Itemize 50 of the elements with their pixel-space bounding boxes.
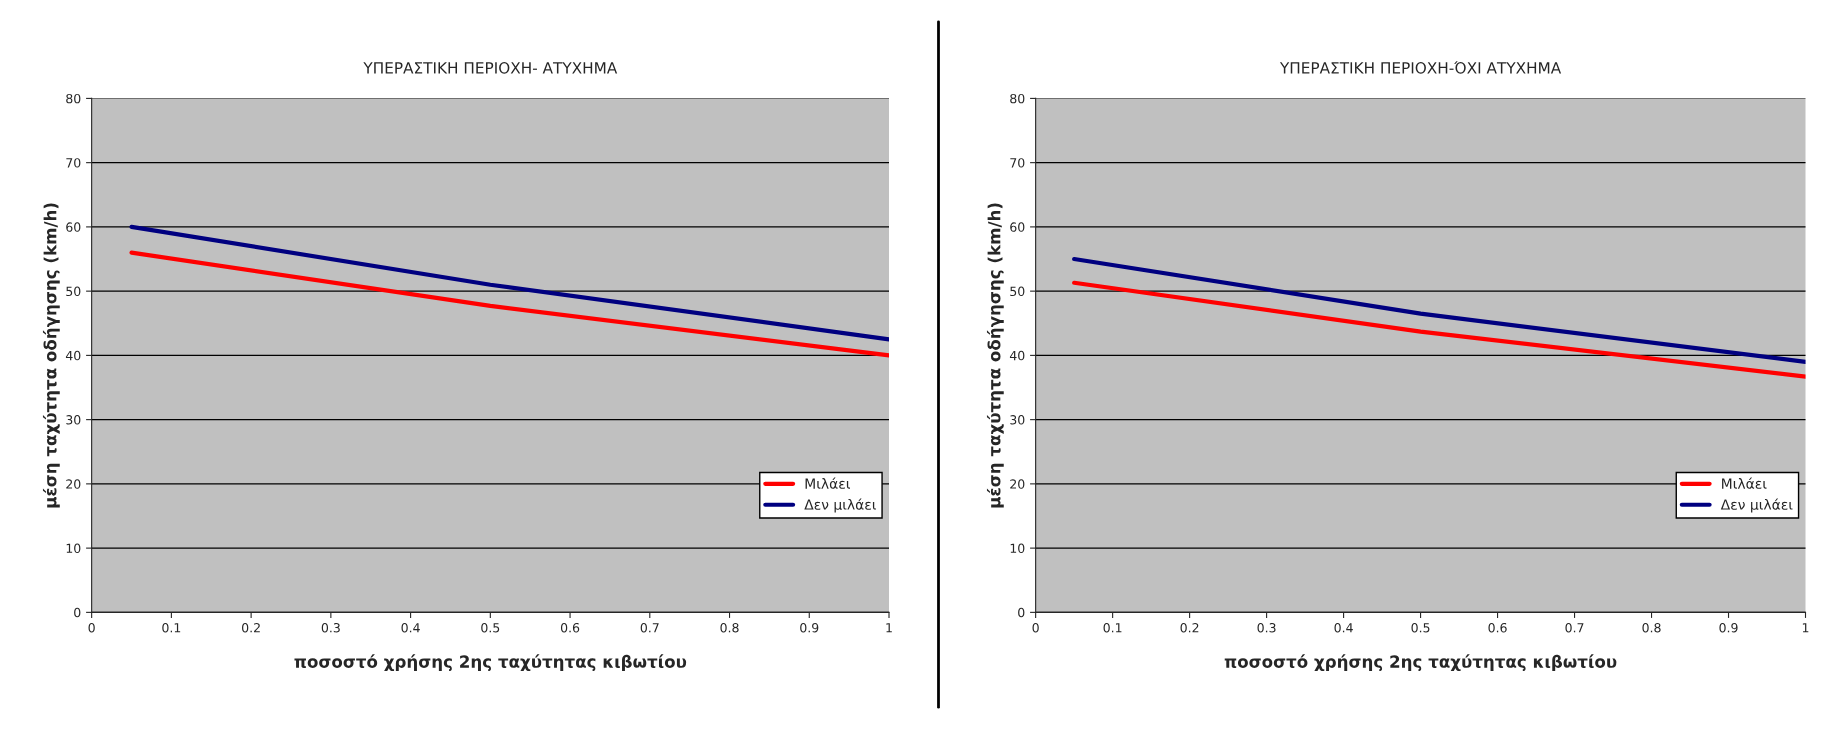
y-tick-label: 40 — [65, 350, 81, 361]
y-tick-label: 10 — [1010, 543, 1025, 554]
x-tick-label: 0.5 — [481, 623, 500, 633]
y-tick-label: 30 — [1010, 415, 1025, 425]
x-tick-label: 0.9 — [1719, 623, 1738, 633]
y-tick-label: 20 — [66, 479, 81, 489]
x-tick-label: 0.1 — [162, 623, 181, 633]
y-tick-label: 20 — [1010, 479, 1025, 489]
y-tick-label: 0 — [74, 607, 81, 618]
y-tick-label: 60 — [1010, 222, 1025, 232]
y-tick-label: 80 — [66, 93, 81, 104]
x-tick-label: 1 — [1802, 623, 1809, 633]
y-tick-label: 40 — [1009, 350, 1025, 361]
y-tick-label: 30 — [66, 415, 81, 425]
legend-label: Δεν μιλάει — [804, 498, 877, 513]
x-tick-label: 0.5 — [1411, 623, 1430, 633]
legend-label: Μιλάει — [805, 477, 850, 489]
x-axis-title: ποσοστό χρήσης 2ης ταχύτητας κιβωτίου — [1224, 654, 1617, 672]
x-axis-title: ποσοστό χρήσης 2ης ταχύτητας κιβωτίου — [294, 654, 687, 672]
y-tick-label: 50 — [1010, 286, 1025, 297]
y-axis-title: μέση ταχύτητα οδήγησης (km/h) — [42, 203, 60, 508]
y-tick-label: 80 — [1010, 93, 1025, 104]
y-tick-label: 60 — [66, 222, 81, 232]
x-tick-label: 0.7 — [640, 623, 659, 633]
x-tick-label: 0.2 — [242, 623, 260, 633]
legend-label: Δεν μιλάει — [1720, 498, 1793, 513]
y-tick-label: 10 — [66, 543, 81, 554]
chart-title: ΥΠΕΡΑΣΤΙΚΗ ΠΕΡΙΟΧΗ- ΑΤΥΧΗΜΑ — [363, 62, 618, 74]
x-tick-label: 0.7 — [1565, 623, 1584, 633]
x-tick-label: 0.8 — [720, 623, 739, 633]
x-tick-label: 0.4 — [1334, 623, 1353, 633]
y-tick-label: 50 — [66, 286, 81, 297]
x-tick-label: 0.4 — [401, 623, 420, 633]
x-tick-label: 0.2 — [1180, 623, 1199, 633]
y-axis-title: μέση ταχύτητα οδήγησης (km/h) — [986, 203, 1004, 508]
x-tick-label: 0.3 — [321, 623, 340, 633]
y-tick-label: 0 — [1018, 607, 1025, 618]
x-tick-label: 1 — [886, 623, 892, 633]
x-tick-label: 0.8 — [1642, 623, 1661, 633]
legend-label: Μιλάει — [1722, 477, 1767, 489]
x-tick-label: 0 — [1032, 623, 1039, 633]
x-tick-label: 0.3 — [1257, 623, 1276, 633]
x-tick-label: 0.9 — [800, 623, 819, 633]
chart-title: ΥΠΕΡΑΣΤΙΚΗ ΠΕΡΙΟΧΗ-ΌΧΙ ΑΤΥΧΗΜΑ — [1279, 61, 1562, 74]
x-tick-label: 0 — [88, 623, 95, 633]
x-tick-label: 0.1 — [1103, 623, 1122, 633]
x-tick-label: 0.6 — [1488, 623, 1507, 633]
x-tick-label: 0.6 — [560, 623, 580, 633]
y-tick-label: 70 — [66, 158, 81, 168]
y-tick-label: 70 — [1010, 158, 1025, 168]
